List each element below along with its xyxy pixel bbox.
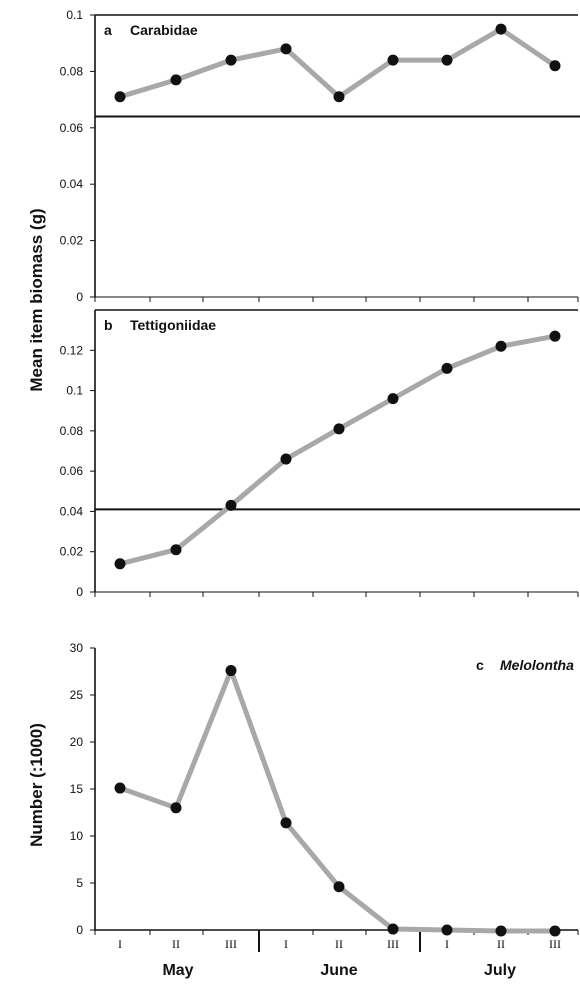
panel-b-data-point <box>387 393 399 405</box>
panel-b-data-point <box>441 362 453 374</box>
panel-a-data-point <box>333 91 345 103</box>
panel-a-data-point <box>387 54 399 66</box>
panel-a-y-tick-label: 0.1 <box>66 8 83 22</box>
panel-b-data-point <box>549 330 561 342</box>
x-tick-label: II <box>497 937 505 951</box>
shared-y-axis-label: Mean item biomass (g) <box>27 208 46 391</box>
panel-c-y-axis-label: Number (:1000) <box>27 723 46 847</box>
panel-a-y-tick-label: 0 <box>76 290 83 304</box>
panel-c-data-point <box>225 665 237 677</box>
x-tick-label: III <box>225 937 237 951</box>
panel-c-data-point <box>170 802 182 814</box>
panel-b-data-point <box>333 423 345 435</box>
panel-b-y-tick-label: 0.02 <box>60 545 84 559</box>
x-tick-label: I <box>445 937 449 951</box>
panel-b-y-tick-label: 0.08 <box>60 424 84 438</box>
month-label-may: May <box>162 962 193 979</box>
panel-b-data-point <box>225 499 237 511</box>
x-tick-label: III <box>549 937 561 951</box>
panel-b-y-tick-label: 0.06 <box>60 464 84 478</box>
panel-b-y-tick-label: 0.1 <box>66 384 83 398</box>
panel-b-letter: b <box>104 317 113 333</box>
panel-b-series-line <box>119 333 556 567</box>
x-tick-label: II <box>172 937 180 951</box>
panel-a-data-point <box>170 74 182 86</box>
panel-a-y-tick-label: 0.04 <box>60 177 84 191</box>
x-tick-label: I <box>118 937 122 951</box>
panel-c-data-point <box>441 924 453 936</box>
panel-a-y-tick-label: 0.08 <box>60 64 84 78</box>
panel-a-data-point <box>441 54 453 66</box>
panel-a-y-tick-label: 0.06 <box>60 121 84 135</box>
panel-b-data-point <box>280 453 292 465</box>
panel-c-data-point <box>280 817 292 829</box>
panel-c-y-tick-label: 0 <box>76 923 83 937</box>
panel-b-y-tick-label: 0.04 <box>60 504 84 518</box>
panel-b-title: Tettigoniidae <box>130 317 216 333</box>
panel-b: 0 0.02 0.04 0.06 0.08 0.1 0.12 b Tettigoniidae <box>60 309 580 599</box>
panel-b-data-point <box>170 544 182 556</box>
panel-c-title: Melolontha <box>500 657 574 673</box>
x-tick-label: III <box>387 937 399 951</box>
panel-a: 0 0.02 0.04 0.06 0.08 0.1 a Carabidae <box>60 8 580 304</box>
panel-b-data-point <box>114 558 126 570</box>
panel-c-y-tick-label: 10 <box>70 829 84 843</box>
panel-c-y-tick-label: 20 <box>70 735 84 749</box>
month-label-june: June <box>320 962 357 979</box>
panel-a-data-point <box>495 23 507 35</box>
panel-a-data-point <box>114 91 126 103</box>
panel-a-series-line <box>119 26 557 100</box>
panel-c-letter: c <box>476 657 484 673</box>
panel-c-y-tick-label: 5 <box>76 876 83 890</box>
panel-a-title: Carabidae <box>130 22 198 38</box>
panel-c-data-point <box>333 881 345 893</box>
x-tick-label: II <box>335 937 343 951</box>
panel-c-data-point <box>549 925 561 937</box>
month-label-july: July <box>484 962 516 979</box>
panel-c-data-point <box>114 782 126 794</box>
panel-c-y-tick-label: 15 <box>70 782 84 796</box>
panel-b-y-tick-label: 0.12 <box>60 343 84 357</box>
x-tick-label: I <box>284 937 288 951</box>
panel-a-letter: a <box>104 22 112 38</box>
panel-a-data-point <box>280 43 292 55</box>
panel-a-y-tick-label: 0.02 <box>60 234 84 248</box>
panel-b-data-point <box>495 340 507 352</box>
panel-b-y-tick-label: 0 <box>76 585 83 599</box>
panel-c-data-point <box>387 923 399 935</box>
panel-a-data-point <box>549 60 561 72</box>
panel-a-data-point <box>225 54 237 66</box>
panel-c-data-point <box>495 925 507 937</box>
panel-c-y-tick-label: 30 <box>70 641 84 655</box>
panel-c-y-tick-label: 25 <box>70 688 84 702</box>
